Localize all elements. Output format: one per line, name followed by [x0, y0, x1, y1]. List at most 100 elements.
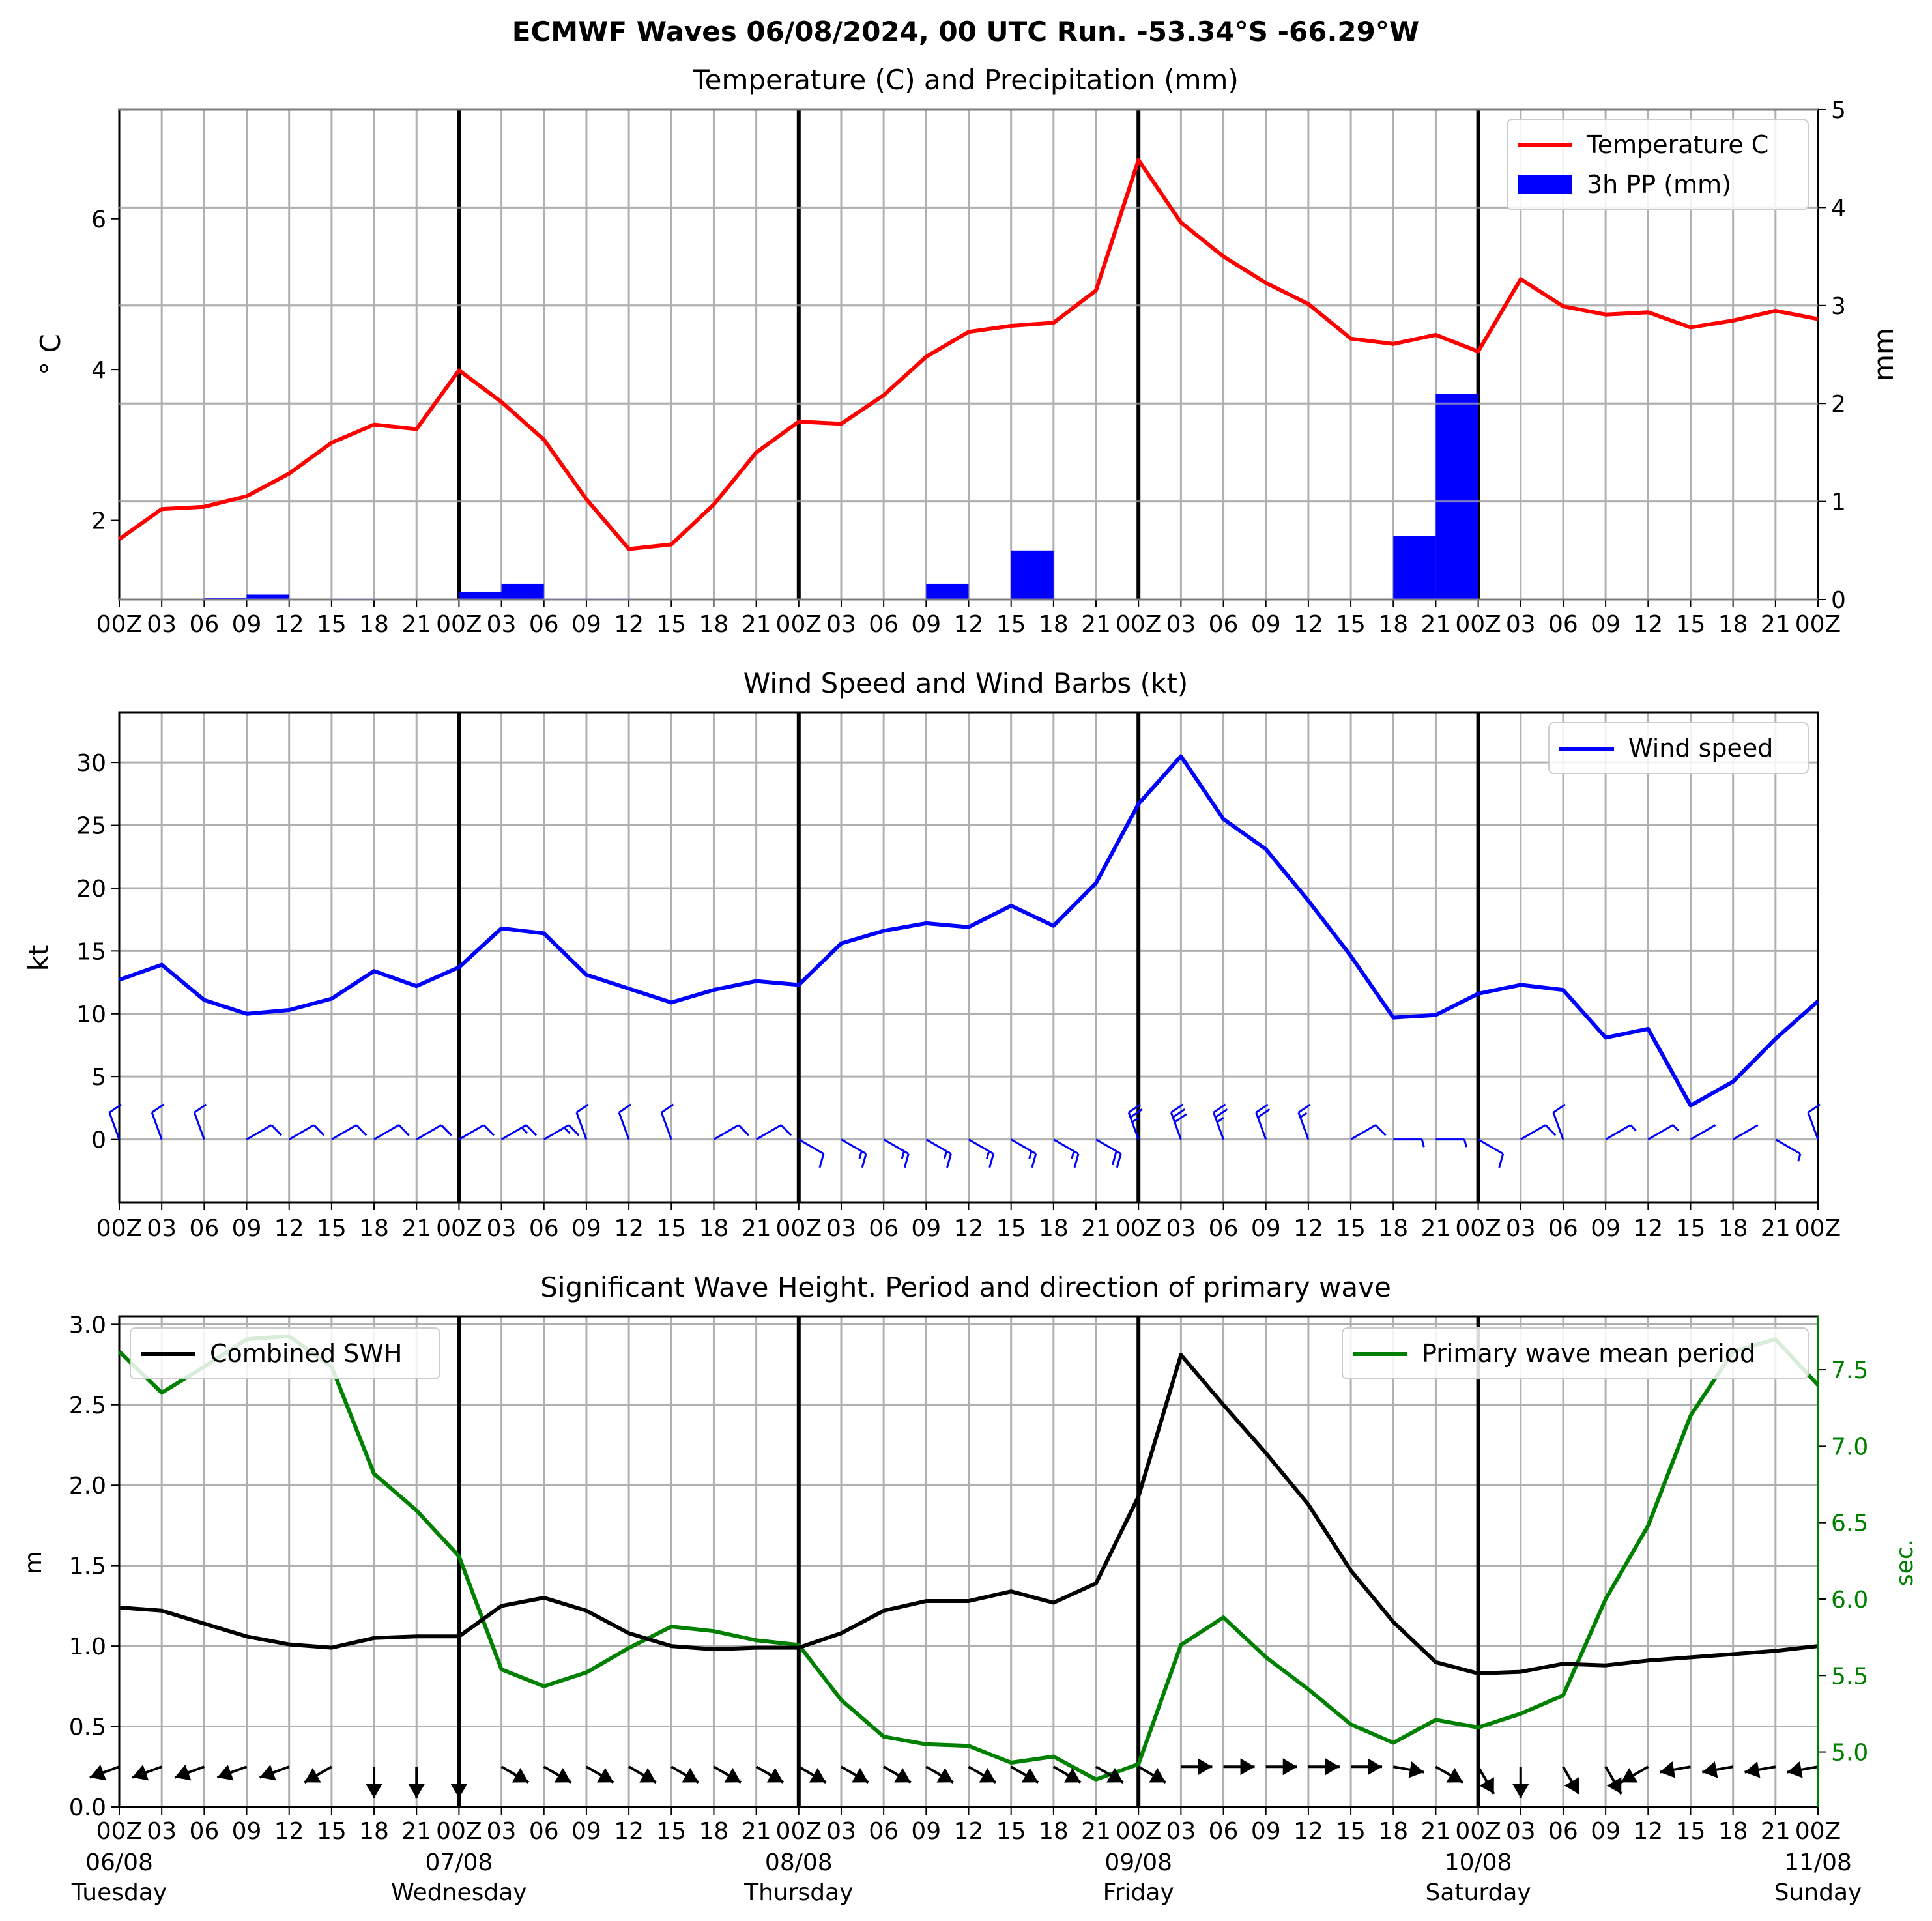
wave-direction-arrow: [1562, 1766, 1580, 1795]
x-tick-label: 15: [317, 1215, 347, 1242]
x-tick-label: 15: [317, 611, 347, 638]
wind-barb: [1552, 1103, 1566, 1140]
wind-barb: [1647, 1124, 1679, 1140]
wind-barb-flag: [1299, 1112, 1308, 1118]
wind-barb: [968, 1138, 995, 1168]
swh-line: [119, 1353, 1819, 1676]
wave-height-axis-label: m: [20, 1551, 47, 1574]
arrow-head: [1446, 1768, 1463, 1783]
wave-direction-arrow: [968, 1765, 997, 1784]
arrow-head: [512, 1768, 529, 1783]
arrow-head: [1149, 1768, 1166, 1783]
wind-barb-flag: [1298, 1103, 1311, 1114]
wind-barb-staff: [1732, 1124, 1759, 1140]
arrow-head: [259, 1764, 276, 1781]
x-tick-label: 18: [1039, 611, 1069, 638]
precipitation-axis-label: mm: [1867, 328, 1899, 381]
x-tick-label: 03: [147, 1215, 177, 1242]
x-tick-label: 03: [1506, 1215, 1536, 1242]
wind-barb-flag: [355, 1124, 368, 1136]
x-tick-label: 18: [1378, 611, 1408, 638]
arrow-head: [1325, 1758, 1340, 1776]
wind-barb: [1393, 1138, 1425, 1148]
wind-barb: [151, 1103, 165, 1140]
x-tick-label: 18: [1718, 1818, 1748, 1845]
x-tick-label: 03: [147, 1818, 177, 1845]
x-tick-label: 15: [996, 1818, 1026, 1845]
precip-bar: [926, 583, 969, 599]
x-tick-label: 09: [1251, 1818, 1281, 1845]
y-tick-label: 25: [76, 813, 106, 840]
x-tick-label: 21: [742, 1818, 771, 1845]
legend-swatch-bar: [1518, 175, 1572, 194]
x-tick-label: 09: [911, 611, 941, 638]
wind-barb: [1255, 1103, 1271, 1140]
day-date-label: 08/08: [765, 1849, 833, 1876]
x-tick-label: 09: [571, 1215, 601, 1242]
wind-barb-flag: [946, 1153, 952, 1168]
x-tick-label: 18: [1378, 1818, 1408, 1845]
x-tick-label: 15: [656, 1818, 686, 1845]
x-tick-label: 21: [1421, 1818, 1451, 1845]
wind-barb: [500, 1124, 538, 1140]
wind-barb-flag: [1116, 1153, 1122, 1168]
wind-barb-staff: [713, 1124, 740, 1140]
x-tick-label: 18: [1378, 1215, 1408, 1242]
x-tick-label: 09: [911, 1818, 941, 1845]
legend-box: [1507, 119, 1809, 210]
x-tick-label: 18: [1039, 1818, 1069, 1845]
wind-barb: [108, 1103, 122, 1140]
arrow-head: [450, 1784, 468, 1798]
y-tick-label: 30: [76, 750, 106, 777]
wind-barb-flag: [1128, 1103, 1142, 1114]
wind-barb: [1053, 1138, 1080, 1168]
temperature-panel-title: Temperature (C) and Precipitation (mm): [692, 64, 1239, 96]
x-tick-label: 03: [487, 611, 517, 638]
x-tick-label: 12: [1293, 1818, 1323, 1845]
x-tick-label: 12: [954, 1818, 984, 1845]
y-tick-label: 2: [91, 508, 106, 535]
x-tick-label: 00Z: [1795, 1215, 1841, 1242]
wind-barb-flag: [1217, 1117, 1224, 1123]
wave-direction-arrow: [408, 1767, 425, 1798]
arrow-head: [1240, 1758, 1255, 1776]
x-tick-label: 09: [232, 611, 262, 638]
wind-barb-staff: [1605, 1124, 1631, 1140]
day-date-label: 07/08: [425, 1849, 493, 1876]
wind-barb: [925, 1138, 952, 1168]
legend-box: [1548, 722, 1809, 774]
y-tick-label: 15: [76, 938, 106, 965]
wind-barb: [660, 1103, 674, 1140]
wind-speed-panel: 00Z 03 06 09 12 15 18 21 00Z 03 06 09 12 15 18 21 00Z 03 0…: [23, 711, 1841, 1242]
wind-barb-flag: [1028, 1151, 1033, 1159]
day-date-label: 06/08: [85, 1849, 153, 1876]
wind-barb: [1435, 1138, 1467, 1148]
wind-barb-staff: [755, 1124, 782, 1140]
x-tick-label: 09: [232, 1818, 262, 1845]
wind-barb: [416, 1124, 452, 1140]
wind-barb-flag: [943, 1151, 948, 1159]
precip-bar: [246, 594, 289, 599]
wind-barb-staff: [1775, 1138, 1801, 1155]
wind-axis-label: kt: [23, 945, 55, 972]
x-tick-label: 09: [1591, 1818, 1621, 1845]
x-tick-label: 21: [1081, 1215, 1111, 1242]
temperature-precipitation-panel: 00Z 03 06 09 12 15 18 21 00Z 03 06 09 12 15 18 21 00Z 03 0…: [35, 97, 1899, 638]
wind-barb: [458, 1124, 495, 1140]
precip-bar: [501, 583, 544, 599]
wind-barb-flag: [576, 1103, 589, 1114]
wind-barb-flag: [1073, 1153, 1080, 1168]
x-tick-label: 00Z: [1116, 1818, 1161, 1845]
legend-label: Temperature C: [1586, 130, 1768, 159]
wind-barb-flag: [194, 1103, 207, 1114]
arrow-head: [366, 1784, 383, 1798]
arrow-head: [1063, 1768, 1081, 1783]
wind-barb-flag: [313, 1124, 325, 1136]
x-tick-label: 06: [1209, 1215, 1239, 1242]
wind-barb-staff: [1350, 1124, 1376, 1140]
wind-barb-staff: [798, 1138, 824, 1155]
arrow-head: [1787, 1761, 1803, 1778]
x-tick-label: 12: [1293, 611, 1323, 638]
x-tick-label: 00Z: [776, 1818, 822, 1845]
x-tick-label: 06: [189, 1818, 219, 1845]
